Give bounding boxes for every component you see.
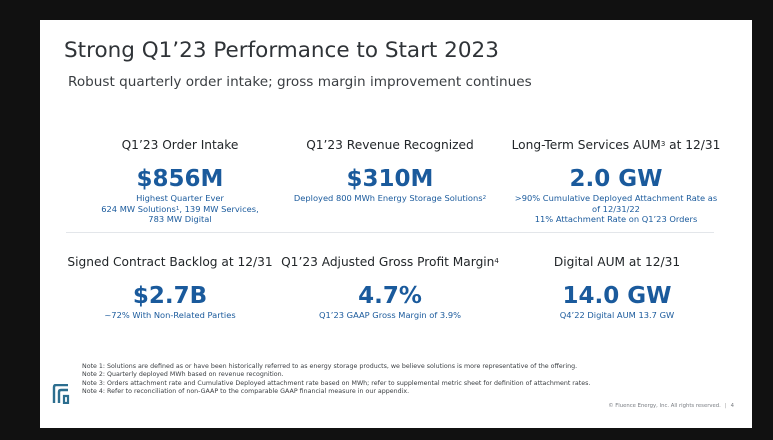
slide-subtitle: Robust quarterly order intake; gross mar… [68,74,532,90]
metric-gross-margin: Q1’23 Adjusted Gross Profit Margin4 4.7%… [278,253,502,321]
metric-heading: Q1’23 Revenue Recognized [306,138,474,152]
footnote: Note 2: Quarterly deployed MWh based on … [82,371,284,379]
metric-value: 2.0 GW [569,166,663,192]
metric-detail: of 12/31/22 [592,203,640,214]
metric-value: $310M [346,166,434,192]
metric-detail: 624 MW Solutions1, 139 MW Services, [101,203,259,214]
metric-heading: Q1’23 Adjusted Gross Profit Margin4 [281,255,499,269]
metric-order-intake: Q1’23 Order Intake $856M Highest Quarter… [80,136,280,225]
metric-detail: Q4’22 Digital AUM 13.7 GW [559,310,675,320]
metric-detail: >90% Cumulative Deployed Attachment Rate… [514,193,718,203]
page-number: 4 [730,403,734,409]
footer: © Fluence Energy, Inc. All rights reserv… [608,403,734,409]
metric-backlog: Signed Contract Backlog at 12/31 $2.7B ~… [62,253,278,321]
footnote: Note 3: Orders attachment rate and Cumul… [82,379,591,387]
metric-detail: Deployed 800 MWh Energy Storage Solution… [293,193,487,203]
fluence-logo-icon [52,384,70,404]
metric-value: $2.7B [132,283,208,309]
metric-detail: Q1’23 GAAP Gross Margin of 3.9% [319,310,461,320]
slide: Strong Q1’23 Performance to Start 2023 R… [40,20,752,428]
metric-detail: 783 MW Digital [148,214,212,224]
footnotes: Note 1: Solutions are defined as or have… [82,363,590,396]
footnote: Note 4: Refer to reconciliation of non-G… [82,387,410,395]
footer-separator: | [724,403,727,409]
footnote: Note 1: Solutions are defined as or have… [82,363,578,370]
metric-digital-aum: Digital AUM at 12/31 14.0 GW Q4’22 Digit… [522,253,712,321]
metric-value: $856M [136,166,224,192]
metric-heading: Q1’23 Order Intake [121,138,239,152]
metric-revenue: Q1’23 Revenue Recognized $310M Deployed … [278,136,502,204]
metric-detail: ~72% With Non-Related Parties [104,310,236,320]
metric-detail: 11% Attachment Rate on Q1’23 Orders [534,214,698,224]
copyright-text: © Fluence Energy, Inc. All rights reserv… [608,403,721,409]
metric-heading: Long-Term Services AUM3 at 12/31 [511,138,721,152]
metric-value: 14.0 GW [562,283,672,309]
metric-value: 4.7% [358,283,422,309]
metric-detail: Highest Quarter Ever [136,193,224,203]
metric-services-aum: Long-Term Services AUM3 at 12/31 2.0 GW … [500,136,732,225]
metric-heading: Digital AUM at 12/31 [553,255,681,269]
slide-title: Strong Q1’23 Performance to Start 2023 [64,38,499,63]
section-divider [66,232,714,233]
metric-heading: Signed Contract Backlog at 12/31 [67,255,273,269]
